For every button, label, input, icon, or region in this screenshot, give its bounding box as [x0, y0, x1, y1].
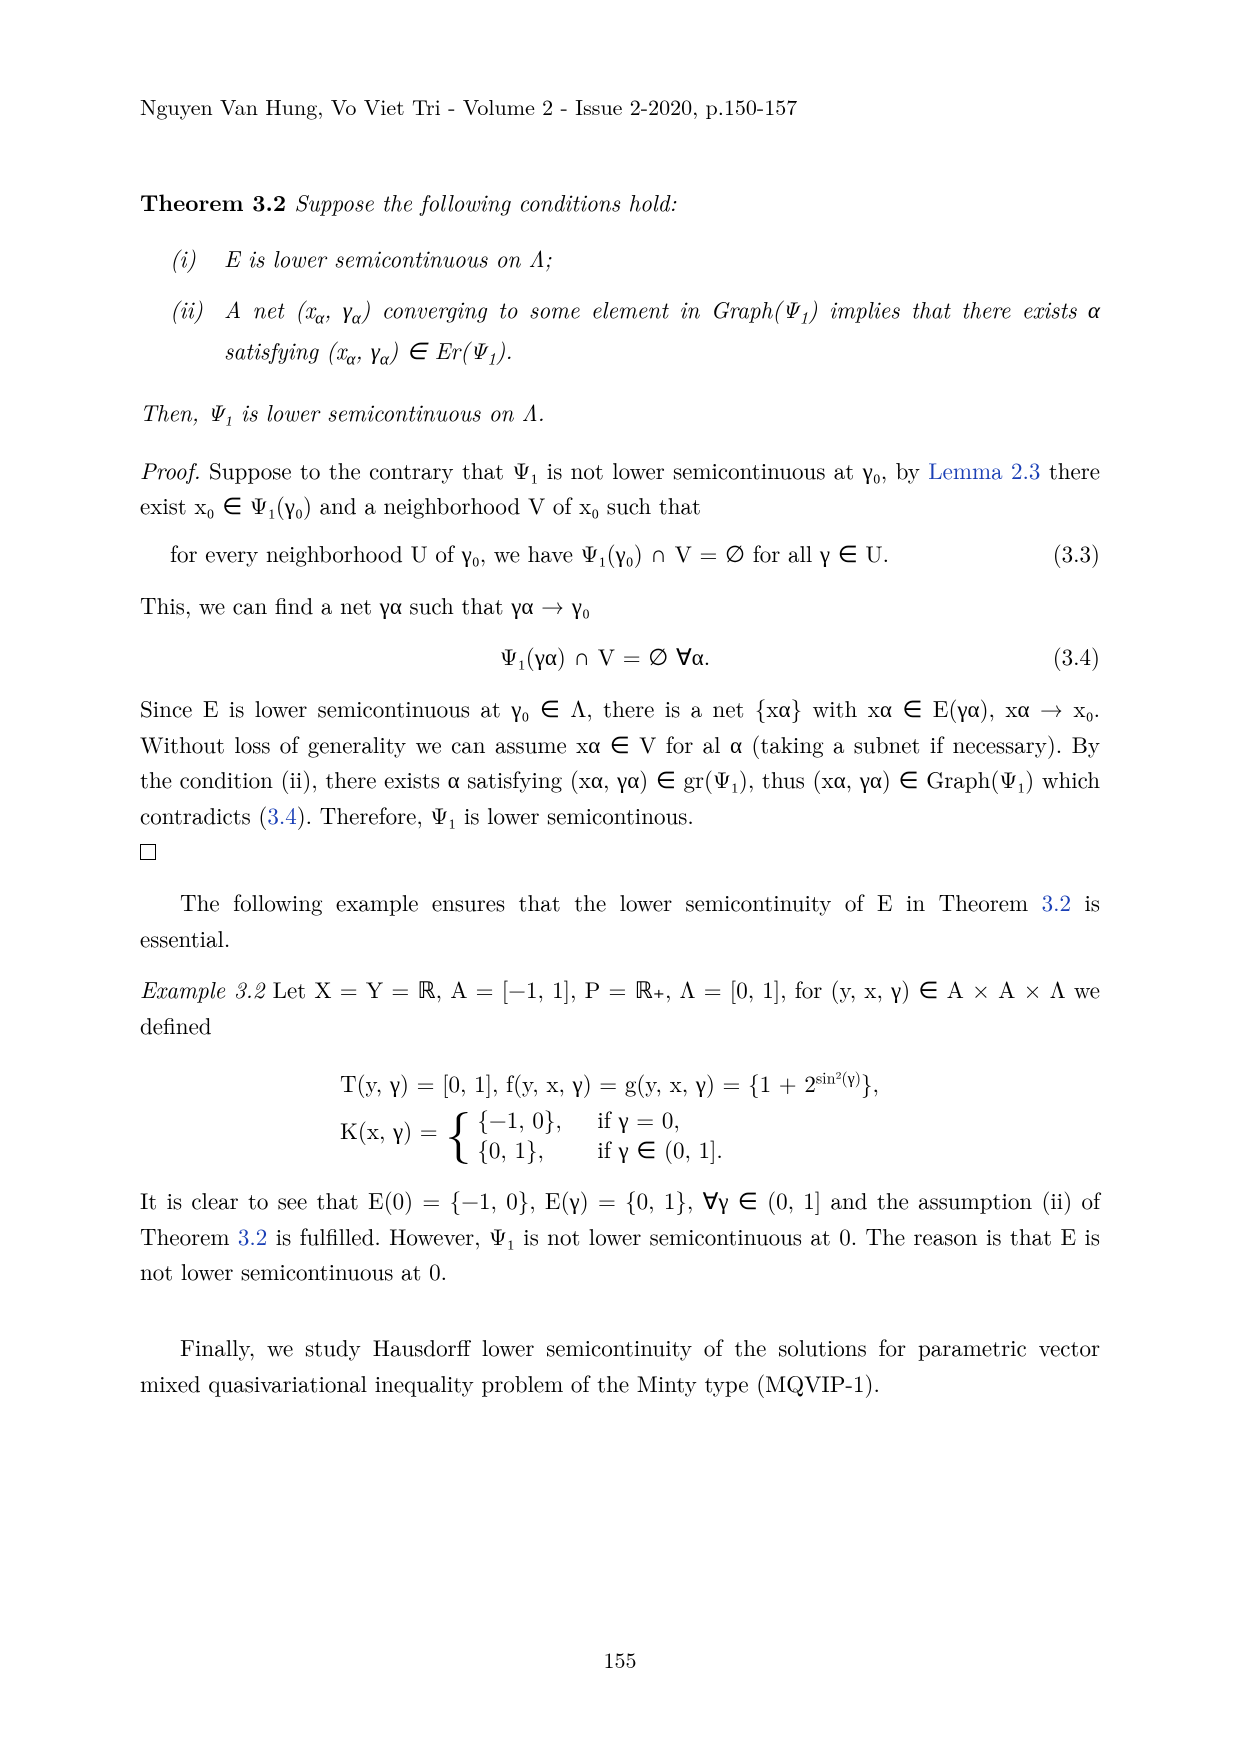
- def1b: },: [861, 1066, 879, 1099]
- theorem-label: Theorem 3.2: [140, 185, 286, 218]
- theorem-heading: Theorem 3.2 Suppose the following condit…: [140, 184, 1100, 220]
- case2-cond: if γ ∈ (0, 1].: [597, 1134, 747, 1164]
- equation-3-4: Ψ₁(γα) ∩ V = ∅ ∀α. (3.4): [140, 638, 1100, 674]
- cond-ii-frag-g: ).: [496, 333, 512, 366]
- theorem-conditions: (i) E is lower semicontinuous on Λ; (ii)…: [170, 240, 1100, 372]
- theorem-ref-link-2[interactable]: 3.2: [238, 1219, 267, 1252]
- condition-ii: (ii) A net (xα, γα) converging to some e…: [170, 291, 1100, 372]
- proof-p3b: ). Therefore, Ψ₁ is lower semicontinous.: [297, 798, 694, 831]
- cond-ii-frag-f: ) ∈ Er(Ψ: [389, 333, 487, 366]
- left-brace-icon: {: [445, 1104, 471, 1164]
- proof-p3: Since E is lower semicontinuous at γ₀ ∈ …: [140, 690, 1100, 868]
- page: Nguyen Van Hung, Vo Viet Tri - Volume 2 …: [0, 0, 1240, 1753]
- example-label: Example 3.2: [140, 972, 264, 1005]
- condition-i-marker: (i): [170, 240, 224, 276]
- cond-ii-frag-a: A net (x: [224, 292, 315, 325]
- eq-3-3-number: (3.3): [1030, 535, 1100, 571]
- theorem-conclusion: Then, Ψ₁ is lower semicontinuous on Λ.: [140, 394, 1100, 430]
- eq-3-4-number: (3.4): [1030, 638, 1100, 674]
- theorem-ref-link[interactable]: 3.2: [1042, 885, 1071, 918]
- proof-label: Proof.: [140, 453, 201, 486]
- case1-val: {−1, 0},: [477, 1104, 597, 1134]
- eq-ref-link[interactable]: 3.4: [267, 798, 296, 831]
- condition-ii-marker: (ii): [170, 291, 224, 372]
- cond-ii-frag-e: , γ: [355, 333, 379, 366]
- case-row-2: {0, 1}, if γ ∈ (0, 1].: [477, 1134, 747, 1164]
- follow-up-paragraph: The following example ensures that the l…: [140, 884, 1100, 955]
- def-line-2: K(x, γ) = { {−1, 0}, if γ = 0, {0, 1}, i…: [340, 1104, 1100, 1164]
- sub-alpha: α: [380, 346, 389, 370]
- sub-alpha: α: [352, 306, 361, 330]
- cond-ii-frag-c: ) converging to some element in Graph(Ψ: [361, 292, 800, 325]
- proof-block: Proof. Suppose to the contrary that Ψ₁ i…: [140, 452, 1100, 523]
- kxg-label: K(x, γ) =: [340, 1113, 445, 1146]
- eq-3-4-content: Ψ₁(γα) ∩ V = ∅ ∀α.: [140, 638, 1030, 674]
- condition-i: (i) E is lower semicontinuous on Λ;: [170, 240, 1100, 276]
- case2-val: {0, 1},: [477, 1134, 597, 1164]
- case1-cond: if γ = 0,: [597, 1104, 747, 1134]
- sub-one: 1: [799, 306, 808, 330]
- condition-i-text: E is lower semicontinuous on Λ;: [224, 240, 1100, 276]
- equation-3-3: for every neighborhood U of γ₀, we have …: [140, 535, 1100, 571]
- cond-ii-frag-b: , γ: [324, 292, 352, 325]
- finally-paragraph: Finally, we study Hausdorff lower semico…: [140, 1329, 1100, 1400]
- proof-p1a: Suppose to the contrary that Ψ₁ is not l…: [201, 453, 929, 486]
- running-header: Nguyen Van Hung, Vo Viet Tri - Volume 2 …: [140, 90, 1100, 124]
- afterex-b: is fulfilled. However, Ψ₁ is not lower s…: [140, 1219, 1100, 1288]
- example-definitions: T(y, γ) = [0, 1], f(y, x, γ) = g(y, x, γ…: [340, 1061, 1100, 1164]
- page-number: 155: [0, 1643, 1240, 1677]
- proof-p2: This, we can find a net γα such that γα …: [140, 587, 1100, 623]
- sub-one: 1: [487, 346, 496, 370]
- def1a: T(y, γ) = [0, 1], f(y, x, γ) = g(y, x, γ…: [340, 1066, 816, 1099]
- follow-a: The following example ensures that the l…: [180, 885, 1042, 918]
- theorem-statement: Suppose the following conditions hold:: [286, 185, 676, 218]
- eq-3-3-content: for every neighborhood U of γ₀, we have …: [140, 535, 1030, 571]
- qed-box-icon: [140, 844, 156, 860]
- example-block: Example 3.2 Let X = Y = ℝ, A = [−1, 1], …: [140, 971, 1100, 1042]
- def1-exp: sin²(γ): [816, 1065, 861, 1088]
- after-example-paragraph: It is clear to see that E(0) = {−1, 0}, …: [140, 1182, 1100, 1289]
- sub-alpha: α: [315, 306, 324, 330]
- cases-brace: { {−1, 0}, if γ = 0, {0, 1}, if γ ∈ (0, …: [445, 1104, 747, 1164]
- example-text: Let X = Y = ℝ, A = [−1, 1], P = ℝ₊, Λ = …: [140, 972, 1100, 1041]
- case-row-1: {−1, 0}, if γ = 0,: [477, 1104, 747, 1134]
- cases-body: {−1, 0}, if γ = 0, {0, 1}, if γ ∈ (0, 1]…: [477, 1104, 747, 1164]
- lemma-link[interactable]: Lemma 2.3: [928, 453, 1040, 486]
- condition-ii-text: A net (xα, γα) converging to some elemen…: [224, 291, 1100, 372]
